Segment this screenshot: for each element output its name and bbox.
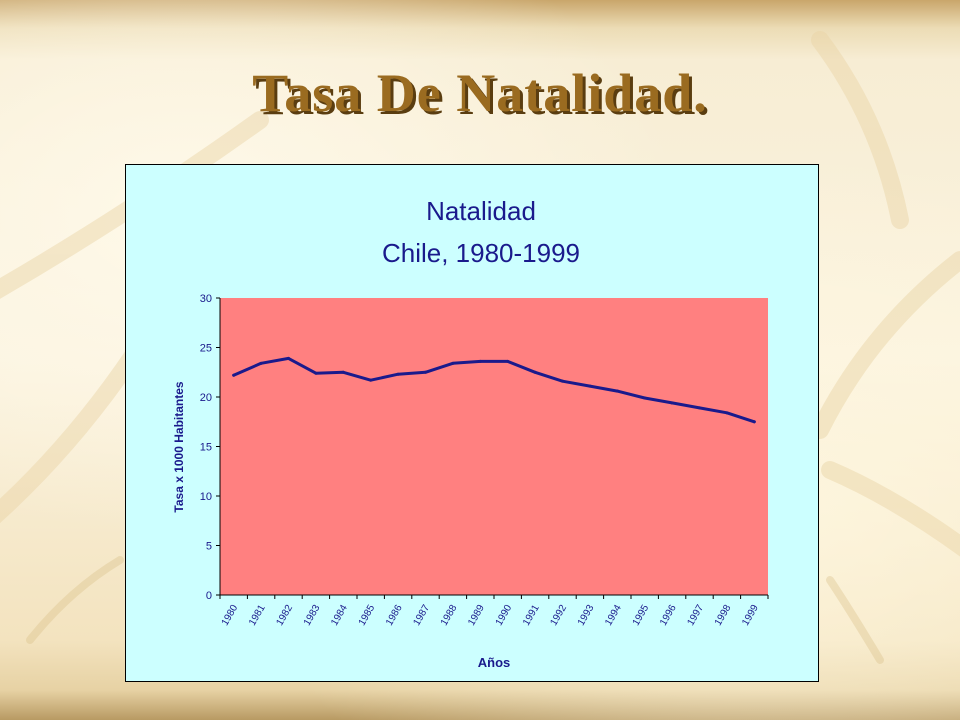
y-tick-label: 10: [200, 491, 212, 503]
x-tick-label: 1999: [740, 603, 761, 628]
data-point: [698, 406, 701, 410]
x-tick-label: 1996: [658, 603, 679, 628]
chart-frame: Natalidad Chile, 1980-1999 0 5 10 15 20 25 30 …: [125, 164, 819, 682]
series-layer: [232, 356, 756, 424]
chart-subtitle: Chile, 1980-1999: [382, 238, 580, 268]
x-tick-label: 1988: [439, 603, 460, 628]
data-point: [670, 401, 674, 405]
x-tick-label: 1983: [302, 603, 323, 628]
y-tick-label: 15: [200, 442, 212, 454]
plot-area: [220, 298, 768, 595]
y-tick-label: 30: [200, 293, 212, 305]
data-point: [533, 370, 537, 374]
x-tick-label: 1987: [411, 603, 432, 628]
data-point: [615, 389, 619, 393]
y-axis: 0 5 10 15 20 25 30: [200, 293, 221, 602]
x-tick-label: 1992: [548, 603, 569, 628]
x-tick-label: 1991: [521, 603, 542, 628]
x-tick-label: 1993: [576, 603, 597, 628]
data-point: [314, 371, 318, 375]
data-point: [643, 396, 647, 400]
x-tick-label: 1997: [685, 603, 706, 628]
x-tick-label: 1982: [274, 603, 295, 628]
y-tick-label: 5: [206, 541, 212, 553]
x-axis-label: Años: [478, 655, 511, 670]
x-tick-label: 1995: [631, 603, 652, 628]
x-tick-label: 1990: [494, 603, 515, 628]
x-tick-label: 1981: [247, 603, 268, 628]
data-point: [341, 370, 345, 374]
data-point: [506, 359, 510, 363]
y-tick-label: 0: [206, 590, 212, 602]
data-point: [424, 370, 427, 374]
y-tick-label: 20: [200, 392, 212, 404]
data-point: [478, 359, 482, 363]
x-axis: 1980 1981 1982 1983 1984 1985 1986 1987 1988 1989…: [219, 594, 769, 628]
birth-rate-chart: Natalidad Chile, 1980-1999 051015202530 …: [172, 196, 769, 670]
x-tick-label: 1980: [220, 603, 241, 628]
x-tick-label: 1984: [329, 603, 350, 628]
x-tick-label: 1989: [466, 603, 487, 628]
x-tick-label: 1986: [384, 603, 405, 628]
x-tick-label: 1998: [713, 603, 734, 628]
data-point: [752, 420, 756, 424]
x-tick-label: 1985: [357, 603, 378, 628]
y-tick-label: 25: [200, 343, 212, 355]
data-point: [232, 373, 236, 377]
data-point: [561, 379, 564, 383]
data-point: [259, 361, 263, 365]
data-point: [396, 372, 400, 376]
data-point: [725, 411, 729, 415]
slide-title: Tasa De Natalidad.: [252, 63, 708, 123]
data-point: [369, 378, 373, 382]
data-point: [451, 361, 455, 365]
chart-title: Natalidad: [426, 196, 536, 226]
y-axis-label: Tasa x 1000 Habitantes: [172, 381, 186, 513]
data-point: [588, 384, 592, 388]
data-point: [287, 356, 290, 360]
x-tick-label: 1994: [603, 603, 624, 628]
series-line: [232, 356, 756, 424]
